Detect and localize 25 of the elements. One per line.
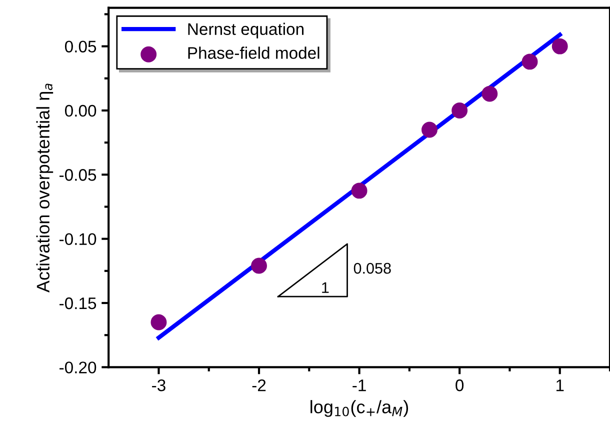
legend-label: Nernst equation (188, 22, 304, 38)
point (452, 102, 468, 118)
annotation: 1 (322, 282, 329, 293)
point (150, 314, 167, 330)
legend-label: Phase-field model (188, 46, 320, 59)
x-tick-label: -3 (152, 379, 166, 392)
x-tick-label: -2 (252, 379, 266, 392)
y-tick-label: -0.20 (60, 362, 96, 374)
point (351, 182, 368, 199)
point (422, 122, 438, 138)
point (522, 54, 538, 70)
point (552, 38, 568, 54)
point (251, 258, 267, 274)
x-tick-label: 1 (556, 380, 564, 392)
y-tick-label: -0.05 (60, 169, 96, 181)
y-tick-label: 0.00 (64, 104, 96, 117)
x-axis-title: log$_{10}$(c$_{+}$/a$_{M}$) (310, 400, 408, 417)
x-tick-label: -1 (352, 380, 366, 392)
x-tick-label: 0 (456, 379, 464, 392)
annotation: 0.058 (354, 262, 391, 274)
y-tick-label: 0.05 (64, 40, 96, 53)
point (482, 86, 498, 102)
y-tick-label: -0.15 (60, 297, 96, 310)
y-tick-label: -0.10 (60, 233, 96, 246)
y-axis-title: Activation overpotential η$_{a}$ (36, 84, 54, 293)
